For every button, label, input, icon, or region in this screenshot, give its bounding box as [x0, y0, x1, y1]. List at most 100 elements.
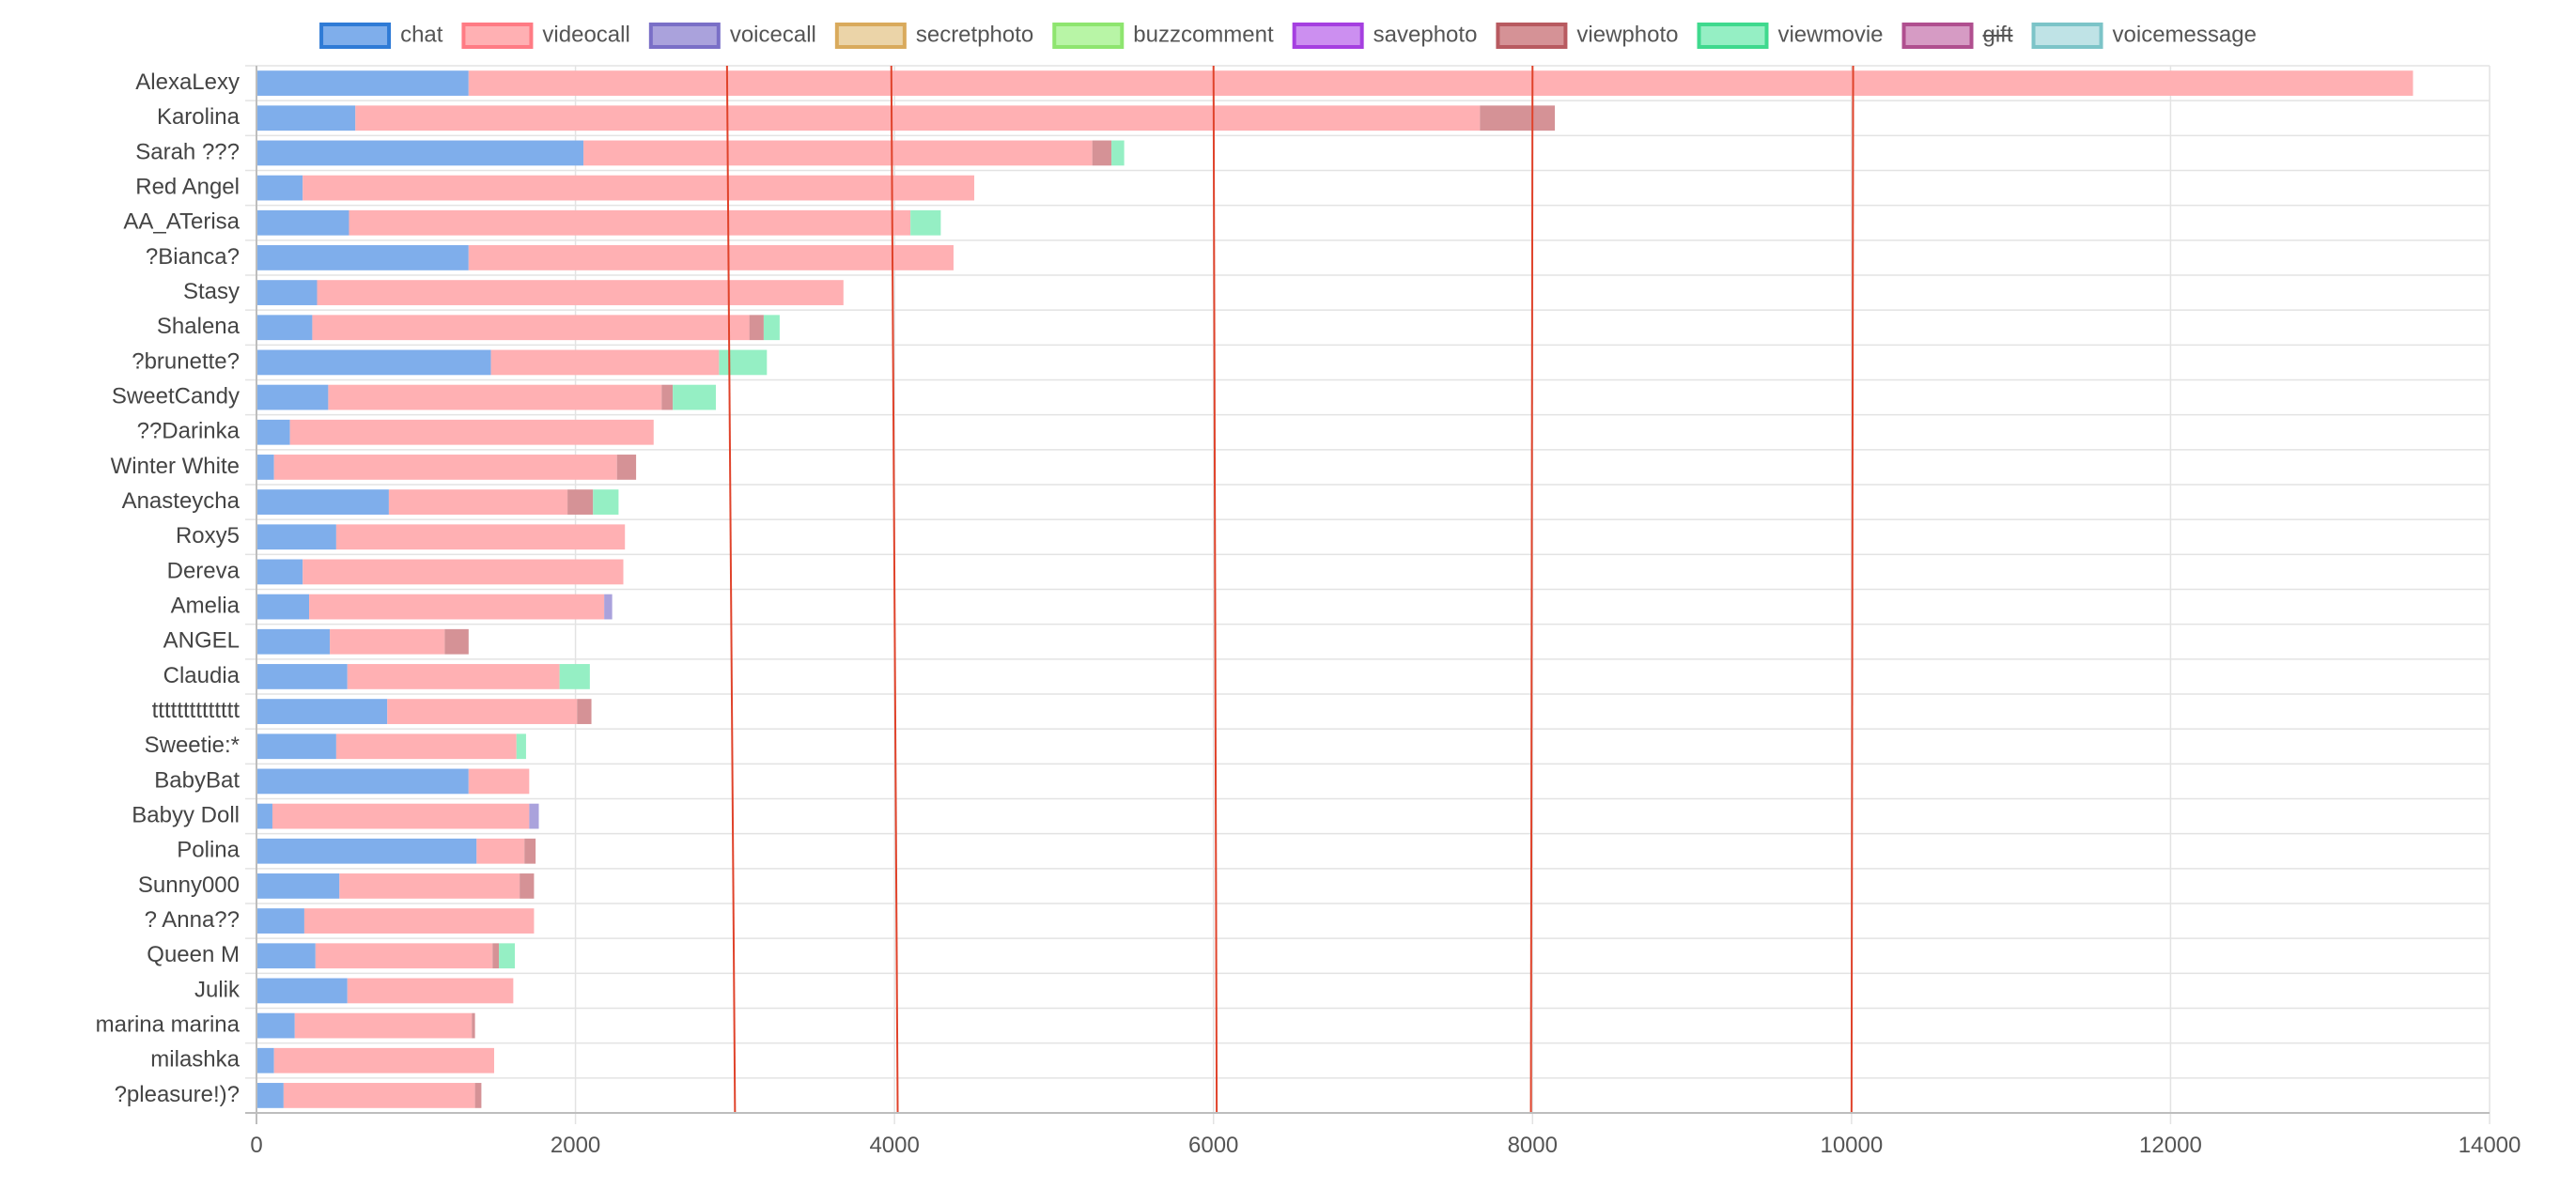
- bar-segment-chat[interactable]: [256, 209, 349, 236]
- bar-segment-videocall[interactable]: [330, 628, 445, 655]
- legend-item-secretphoto[interactable]: secretphoto: [834, 22, 1033, 49]
- bar-segment-chat[interactable]: [256, 628, 331, 655]
- bar-segment-chat[interactable]: [256, 280, 318, 305]
- bar-segment-videocall[interactable]: [335, 524, 626, 550]
- legend-item-videocall[interactable]: videocall: [461, 22, 630, 49]
- bar-segment-videocall[interactable]: [347, 664, 560, 689]
- bar-segment-chat[interactable]: [256, 803, 272, 829]
- bar-segment-chat[interactable]: [256, 489, 389, 515]
- bar-segment-viewmovie[interactable]: [516, 733, 526, 760]
- legend-item-viewphoto[interactable]: viewphoto: [1496, 22, 1678, 49]
- bar-segment-chat[interactable]: [256, 524, 336, 550]
- bar-segment-chat[interactable]: [256, 699, 388, 724]
- bar-segment-viewphoto[interactable]: [492, 943, 500, 969]
- bar-segment-viewmovie[interactable]: [910, 209, 941, 236]
- category-tick-label: Winter White: [111, 454, 240, 479]
- bar-segment-chat[interactable]: [256, 315, 313, 341]
- bar-segment-videocall[interactable]: [303, 175, 975, 201]
- bar-segment-videocall[interactable]: [476, 838, 525, 864]
- bar-segment-viewmovie[interactable]: [499, 943, 516, 969]
- legend-item-voicecall[interactable]: voicecall: [648, 22, 816, 49]
- bar-segment-viewmovie[interactable]: [763, 315, 780, 341]
- bar-segment-viewmovie[interactable]: [1111, 140, 1125, 166]
- bar-segment-videocall[interactable]: [349, 209, 911, 236]
- bar-segment-chat[interactable]: [256, 1012, 295, 1039]
- bar-segment-chat[interactable]: [256, 1083, 284, 1108]
- bar-segment-videocall[interactable]: [490, 349, 720, 376]
- bar-segment-videocall[interactable]: [468, 768, 530, 795]
- bar-segment-chat[interactable]: [256, 70, 469, 96]
- bar-segment-viewphoto[interactable]: [520, 873, 535, 899]
- category-tick-label: Sarah ???: [135, 139, 240, 164]
- bar-segment-chat[interactable]: [256, 594, 310, 620]
- bar-segment-videocall[interactable]: [309, 594, 605, 620]
- bar-segment-videocall[interactable]: [273, 1047, 494, 1073]
- bar-segment-viewphoto[interactable]: [444, 628, 469, 655]
- bar-segment-videocall[interactable]: [283, 1083, 475, 1108]
- legend-item-buzzcomment[interactable]: buzzcomment: [1052, 22, 1274, 49]
- bar-segment-viewphoto[interactable]: [567, 489, 594, 515]
- bar-segment-chat[interactable]: [256, 245, 469, 270]
- category-tick-label: BabyBat: [154, 767, 240, 793]
- bar-segment-viewmovie[interactable]: [559, 664, 590, 689]
- bar-segment-videocall[interactable]: [312, 315, 750, 341]
- legend-item-gift[interactable]: gift: [1901, 22, 2013, 49]
- legend-item-chat[interactable]: chat: [319, 22, 443, 49]
- bar-segment-viewphoto[interactable]: [749, 315, 764, 341]
- bar-segment-videocall[interactable]: [272, 803, 530, 829]
- bar-segment-viewmovie[interactable]: [593, 489, 619, 515]
- bar-segment-chat[interactable]: [256, 838, 477, 864]
- bar-segment-videocall[interactable]: [317, 280, 844, 305]
- bar-segment-chat[interactable]: [256, 559, 303, 585]
- legend: chat videocall voicecall secretphoto buzzcom…: [319, 22, 2257, 49]
- bar-segment-viewphoto[interactable]: [1480, 105, 1556, 131]
- bar-segment-videocall[interactable]: [339, 873, 520, 899]
- bar-segment-viewphoto[interactable]: [1092, 140, 1112, 166]
- bar-segment-viewphoto[interactable]: [577, 699, 592, 724]
- bar-segment-videocall[interactable]: [468, 245, 954, 270]
- bar-segment-chat[interactable]: [256, 873, 340, 899]
- bar-segment-viewmovie[interactable]: [673, 384, 716, 410]
- legend-item-savephoto[interactable]: savephoto: [1292, 22, 1478, 49]
- bar-segment-chat[interactable]: [256, 908, 304, 934]
- bar-segment-videocall[interactable]: [294, 1012, 473, 1039]
- bar-segment-chat[interactable]: [256, 943, 316, 969]
- bar-segment-chat[interactable]: [256, 733, 336, 760]
- bar-segment-videocall[interactable]: [388, 489, 568, 515]
- bar-segment-viewphoto[interactable]: [616, 455, 637, 480]
- bar-segment-videocall[interactable]: [289, 419, 654, 445]
- legend-item-viewmovie[interactable]: viewmovie: [1697, 22, 1884, 49]
- bar-segment-voicecall[interactable]: [529, 803, 539, 829]
- bar-segment-videocall[interactable]: [335, 733, 517, 760]
- bar-segment-chat[interactable]: [256, 349, 491, 376]
- bar-segment-chat[interactable]: [256, 105, 356, 131]
- bar-segment-videocall[interactable]: [583, 140, 1093, 166]
- bar-segment-viewphoto[interactable]: [661, 384, 674, 410]
- bar-segment-chat[interactable]: [256, 140, 584, 166]
- bar-segment-chat[interactable]: [256, 384, 329, 410]
- bar-segment-chat[interactable]: [256, 1047, 274, 1073]
- bar-segment-videocall[interactable]: [355, 105, 1481, 131]
- bar-segment-chat[interactable]: [256, 419, 290, 445]
- bar-segment-chat[interactable]: [256, 664, 348, 689]
- bar-segment-voicecall[interactable]: [604, 594, 613, 620]
- bar-segment-videocall[interactable]: [468, 70, 2413, 96]
- bar-segment-videocall[interactable]: [387, 699, 578, 724]
- bar-segment-videocall[interactable]: [315, 943, 493, 969]
- bar-segment-chat[interactable]: [256, 768, 469, 795]
- bar-segment-videocall[interactable]: [303, 559, 624, 585]
- bar-segment-viewmovie[interactable]: [719, 349, 768, 376]
- bar-segment-chat[interactable]: [256, 175, 303, 201]
- bar-segment-videocall[interactable]: [273, 455, 617, 480]
- bar-segment-chat[interactable]: [256, 978, 348, 1004]
- bar-segment-videocall[interactable]: [347, 978, 514, 1004]
- bar-segment-viewphoto[interactable]: [474, 1083, 482, 1108]
- bar-segment-viewphoto[interactable]: [524, 838, 536, 864]
- bar-segment-viewphoto[interactable]: [472, 1012, 475, 1039]
- bar-segment-videocall[interactable]: [303, 908, 535, 934]
- legend-item-voicemessage[interactable]: voicemessage: [2031, 22, 2257, 49]
- bar-segment-chat[interactable]: [256, 455, 274, 480]
- legend-swatch: [1496, 23, 1568, 49]
- bar-segment-videocall[interactable]: [328, 384, 662, 410]
- x-tick-label: 14000: [2459, 1133, 2522, 1158]
